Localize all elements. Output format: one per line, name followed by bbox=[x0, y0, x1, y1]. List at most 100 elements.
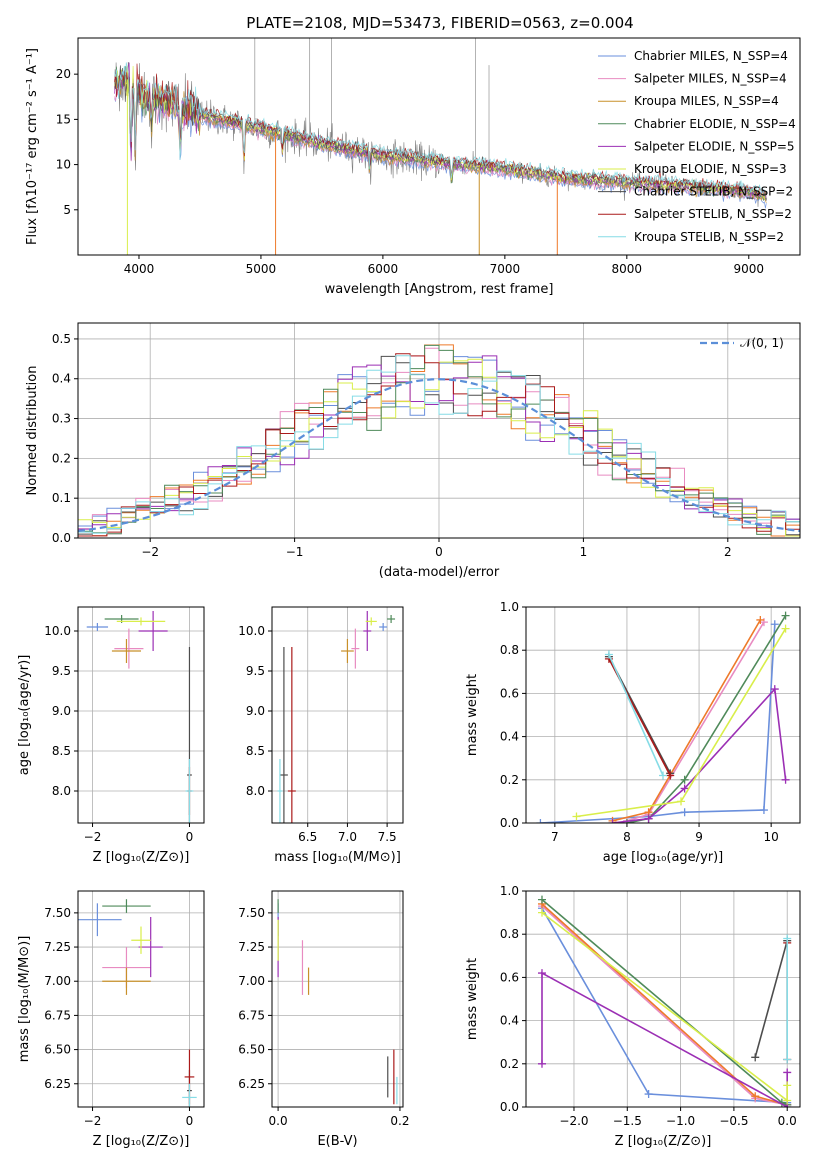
legend-entry: Kroupa STELIB, N_SSP=2 bbox=[634, 230, 784, 244]
weight-marker bbox=[680, 808, 689, 817]
weight-line bbox=[541, 971, 788, 1107]
weight_vs_age-xlabel: age [log₁₀(age/yr)] bbox=[603, 850, 724, 865]
x-tick-label: 10 bbox=[764, 830, 779, 844]
y-tick-label: 6.50 bbox=[44, 1043, 71, 1057]
x-tick-label: 8000 bbox=[612, 262, 643, 276]
weight-line bbox=[541, 905, 788, 1106]
weight_vs_age-plot-area bbox=[536, 611, 790, 823]
histogram-step bbox=[78, 355, 800, 534]
legend-entry: Kroupa ELODIE, N_SSP=3 bbox=[634, 162, 787, 176]
model-line-salpeter-miles bbox=[114, 66, 767, 201]
weight_vs_Z-xlabel: Z [log₁₀(Z/Z⊙)] bbox=[615, 1134, 712, 1149]
x-tick-label: 6.5 bbox=[298, 830, 317, 844]
histogram-step bbox=[78, 353, 800, 537]
x-tick-label: 6000 bbox=[368, 262, 399, 276]
y-tick-label: 0.4 bbox=[500, 730, 519, 744]
weight-marker bbox=[604, 650, 613, 659]
errorbar-point bbox=[363, 611, 372, 651]
legend-entry: Chabrier STELIB, N_SSP=2 bbox=[634, 185, 793, 199]
y-tick-label: 0.2 bbox=[500, 773, 519, 787]
x-tick-label: 0 bbox=[186, 830, 194, 844]
model-line-chabrier-stelib bbox=[114, 65, 767, 196]
x-tick-label: −2 bbox=[84, 830, 102, 844]
y-tick-label: 7.00 bbox=[44, 974, 71, 988]
x-tick-label: 4000 bbox=[124, 262, 155, 276]
model-line-kroupa-stelib bbox=[114, 62, 767, 194]
y-tick-label: 7.25 bbox=[44, 940, 71, 954]
mass_vs_ebv-xlabel: E(B-V) bbox=[317, 1134, 357, 1149]
x-tick-label: 0 bbox=[186, 1114, 194, 1128]
y-tick-label: 7.50 bbox=[238, 906, 265, 920]
weight-line bbox=[541, 911, 788, 1103]
y-tick-label: 9.5 bbox=[246, 664, 265, 678]
errorbar-point bbox=[387, 615, 396, 623]
x-tick-label: 2 bbox=[724, 545, 732, 559]
y-tick-label: 0.2 bbox=[500, 1057, 519, 1071]
weight_vs_Z-frame bbox=[525, 890, 801, 1108]
y-tick-label: 8.5 bbox=[52, 744, 71, 758]
y-tick-label: 9.5 bbox=[52, 664, 71, 678]
age_vs_mass-panel: 6.5 7.0 7.5 8.0 8.5 9.0 9.5 10.0 mass [log₁₀(M/M… bbox=[238, 606, 404, 865]
legend-entry: Chabrier MILES, N_SSP=4 bbox=[634, 49, 788, 63]
weight_vs_age-frame bbox=[525, 606, 801, 824]
weight-marker bbox=[783, 934, 792, 943]
weight-marker bbox=[759, 806, 768, 815]
weight-marker bbox=[783, 1055, 792, 1064]
errorbar-point bbox=[138, 916, 163, 978]
errorbar-point bbox=[102, 899, 151, 913]
y-tick-label: 8.0 bbox=[246, 784, 265, 798]
x-tick-label: 9 bbox=[695, 830, 703, 844]
spectrum-frame bbox=[77, 37, 801, 256]
weight-line bbox=[754, 940, 788, 1058]
x-tick-label: 7.5 bbox=[378, 830, 397, 844]
weight-marker bbox=[537, 895, 546, 904]
age_vs_mass-xlabel: mass [log₁₀(M/M⊙)] bbox=[274, 850, 401, 865]
weight-marker bbox=[572, 812, 581, 821]
errorbar-point bbox=[131, 926, 151, 954]
x-tick-label: −2.0 bbox=[559, 1114, 588, 1128]
mass_vs_ebv-frame bbox=[271, 890, 404, 1108]
weight-line bbox=[626, 615, 787, 823]
weight-marker bbox=[677, 797, 686, 806]
weight-marker bbox=[781, 611, 790, 620]
weight-marker bbox=[608, 819, 617, 823]
y-tick-label: 0.6 bbox=[500, 970, 519, 984]
y-tick-label: 5 bbox=[63, 203, 71, 217]
histogram-step bbox=[78, 355, 800, 536]
spectrum-plot-area bbox=[114, 38, 768, 255]
weight_vs_Z-ylabel: mass weight bbox=[465, 958, 480, 1040]
y-tick-label: 0.5 bbox=[52, 332, 71, 346]
weight-marker bbox=[666, 771, 675, 780]
mass_vs_Z-xlabel: Z [log₁₀(Z/Z⊙)] bbox=[93, 1134, 190, 1149]
y-tick-label: 6.25 bbox=[44, 1077, 71, 1091]
chart-layer: 4000 5000 6000 7000 8000 90005101520wavelengt… bbox=[17, 37, 801, 1149]
spectrum-ylabel: Flux [fλ10⁻¹⁷ erg cm⁻² s⁻¹ A⁻¹] bbox=[25, 48, 40, 245]
legend-entry: Salpeter ELODIE, N_SSP=5 bbox=[634, 139, 795, 153]
residuals-xlabel: (data-model)/error bbox=[379, 565, 500, 580]
errorbar-point bbox=[365, 617, 377, 626]
weight-marker bbox=[537, 908, 546, 917]
y-tick-label: 1.0 bbox=[500, 600, 519, 614]
weight-marker bbox=[644, 1090, 653, 1099]
weight-marker bbox=[680, 775, 689, 784]
y-tick-label: 9.0 bbox=[246, 704, 265, 718]
legend-entry: Kroupa MILES, N_SSP=4 bbox=[634, 94, 779, 108]
mass_vs_ebv-panel: 0.0 0.2 6.25 6.50 6.75 7.00 7.25 7.50 E(B-V) bbox=[238, 890, 410, 1149]
errorbar-point bbox=[102, 967, 151, 995]
y-tick-label: 0.3 bbox=[52, 412, 71, 426]
x-tick-label: 0 bbox=[435, 545, 443, 559]
x-tick-label: 0.0 bbox=[778, 1114, 797, 1128]
age_vs_Z-frame bbox=[77, 606, 205, 824]
figure-title: PLATE=2108, MJD=53473, FIBERID=0563, z=0… bbox=[246, 14, 633, 32]
y-tick-label: 0.6 bbox=[500, 686, 519, 700]
y-tick-label: 0.4 bbox=[52, 372, 71, 386]
y-tick-label: 8.0 bbox=[52, 784, 71, 798]
residuals-plot-area bbox=[78, 344, 800, 537]
x-tick-label: −1.0 bbox=[666, 1114, 695, 1128]
model-line-kroupa-elodie bbox=[114, 65, 767, 200]
errorbar-point bbox=[86, 623, 109, 631]
weight-marker bbox=[781, 775, 790, 784]
errorbar-point bbox=[287, 647, 296, 823]
weight-line bbox=[608, 654, 664, 776]
